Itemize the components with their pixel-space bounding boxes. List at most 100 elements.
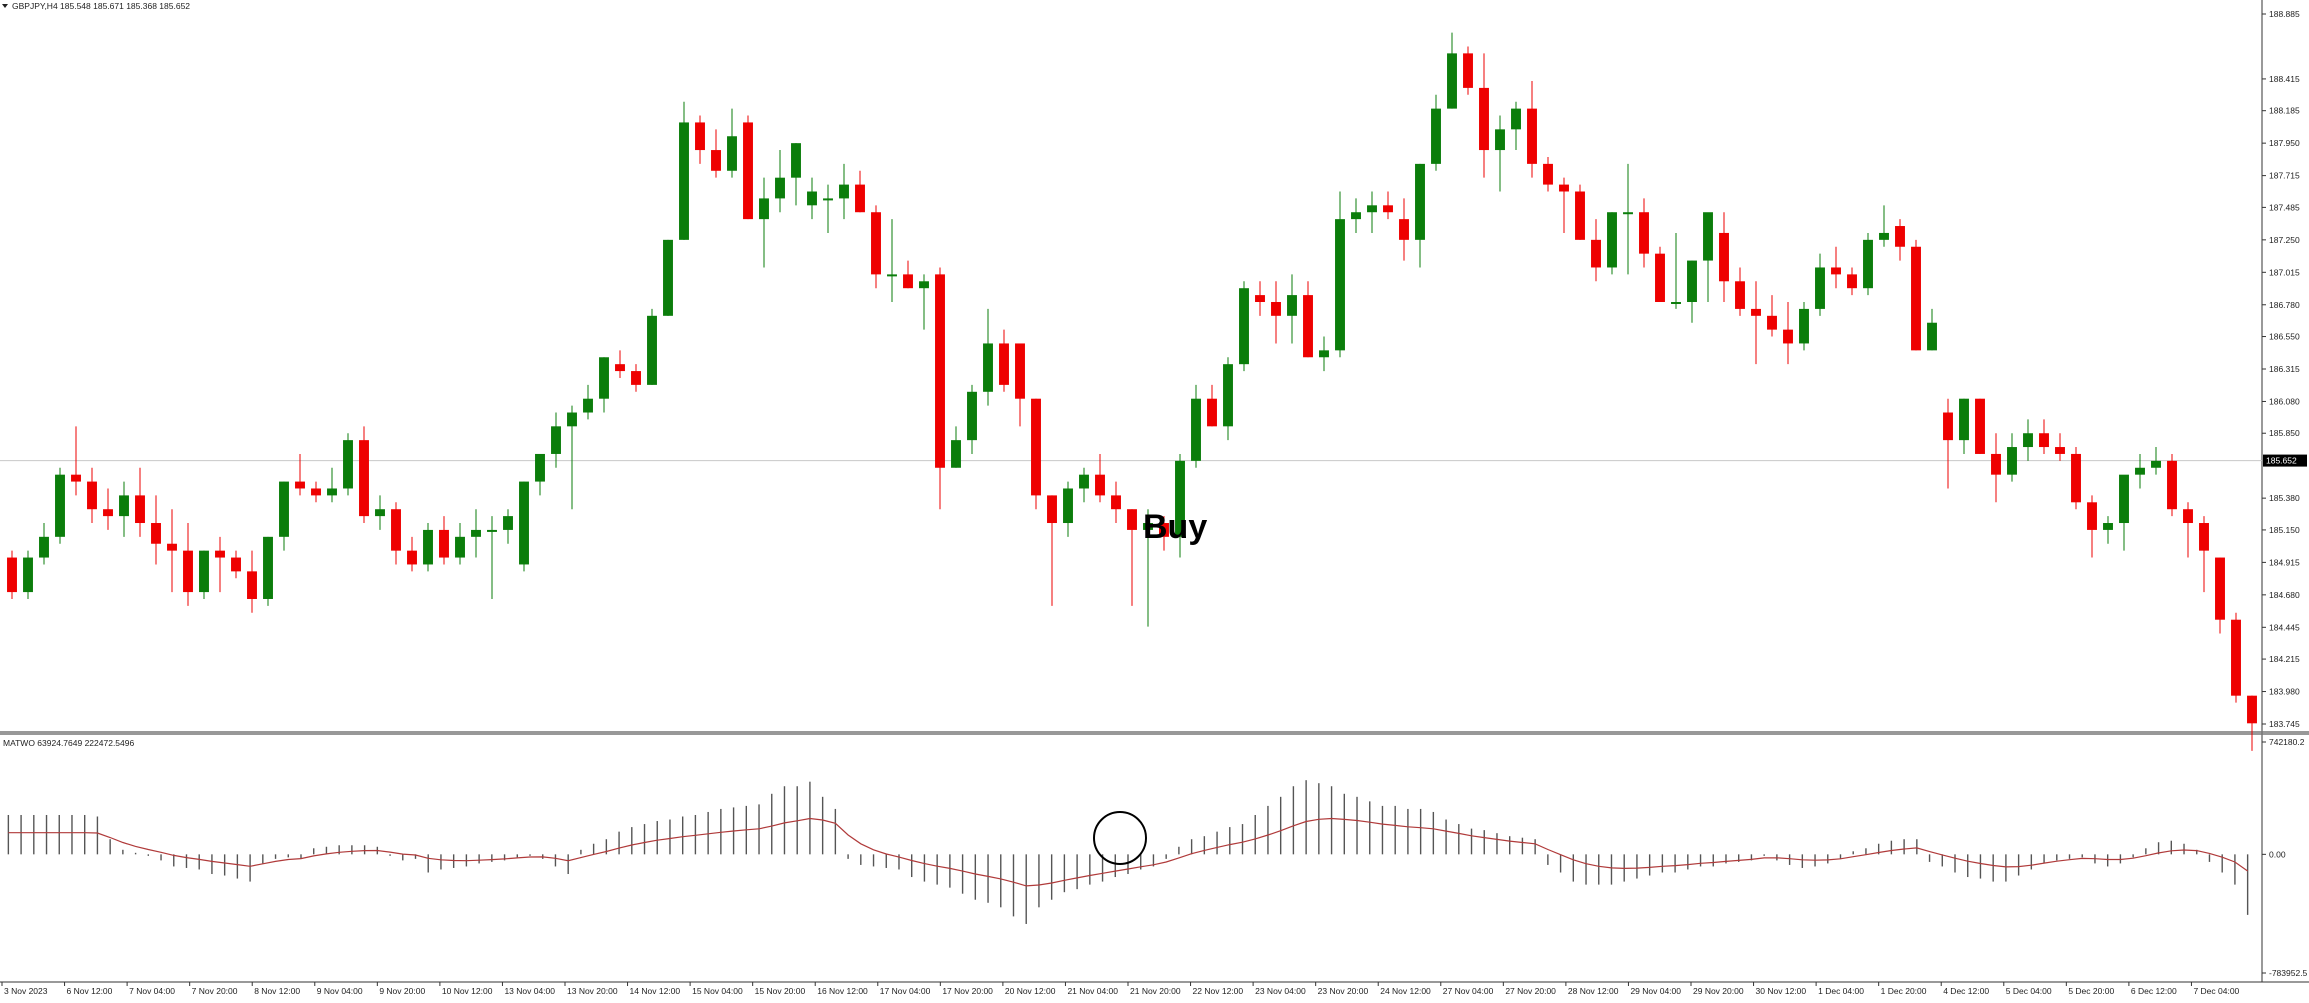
- candle[interactable]: [1383, 191, 1393, 220]
- candle[interactable]: [231, 550, 241, 579]
- candle[interactable]: [1991, 433, 2001, 503]
- candle[interactable]: [471, 509, 481, 558]
- candle[interactable]: [2247, 695, 2257, 751]
- candle[interactable]: [1207, 384, 1217, 427]
- indicator-panel[interactable]: 742180.2 0.00 -783952.5: [7, 737, 2308, 978]
- candle[interactable]: [791, 143, 801, 206]
- candle[interactable]: [407, 536, 417, 572]
- candle[interactable]: [2007, 433, 2017, 482]
- candle[interactable]: [2119, 474, 2129, 551]
- candle[interactable]: [1447, 32, 1457, 109]
- candle[interactable]: [1783, 302, 1793, 365]
- candle[interactable]: [1927, 308, 1937, 351]
- candle[interactable]: [823, 184, 833, 233]
- candle[interactable]: [631, 364, 641, 392]
- candle[interactable]: [743, 115, 753, 220]
- candle[interactable]: [2135, 453, 2145, 489]
- candle[interactable]: [1047, 495, 1057, 606]
- candle[interactable]: [1399, 198, 1409, 261]
- candle[interactable]: [1287, 274, 1297, 344]
- candle[interactable]: [1959, 398, 1969, 454]
- candle[interactable]: [119, 481, 129, 537]
- candle[interactable]: [23, 550, 33, 599]
- candle[interactable]: [679, 101, 689, 240]
- candle[interactable]: [135, 467, 145, 537]
- candle[interactable]: [1175, 453, 1185, 558]
- candle[interactable]: [983, 308, 993, 406]
- candle[interactable]: [1607, 212, 1617, 275]
- candle[interactable]: [1863, 232, 1873, 296]
- candle[interactable]: [359, 426, 369, 524]
- candle[interactable]: [711, 129, 721, 178]
- candle[interactable]: [2231, 612, 2241, 703]
- candle[interactable]: [311, 481, 321, 503]
- candle[interactable]: [1671, 232, 1681, 309]
- candle[interactable]: [199, 550, 209, 599]
- candle[interactable]: [2087, 495, 2097, 558]
- candle[interactable]: [71, 426, 81, 496]
- candle[interactable]: [2183, 502, 2193, 558]
- candle[interactable]: [1799, 302, 1809, 351]
- candle[interactable]: [807, 177, 817, 220]
- candle[interactable]: [327, 467, 337, 503]
- candle[interactable]: [1623, 163, 1633, 275]
- candle[interactable]: [519, 481, 529, 572]
- candle[interactable]: [1703, 212, 1713, 303]
- candle[interactable]: [1191, 384, 1201, 468]
- candle[interactable]: [2215, 557, 2225, 634]
- candle[interactable]: [871, 205, 881, 289]
- candle[interactable]: [1415, 163, 1425, 268]
- candle[interactable]: [1735, 267, 1745, 316]
- candle[interactable]: [903, 260, 913, 289]
- candle[interactable]: [1095, 453, 1105, 503]
- candle[interactable]: [1015, 343, 1025, 427]
- candle[interactable]: [1559, 177, 1569, 233]
- candle[interactable]: [1431, 94, 1441, 171]
- candle[interactable]: [935, 267, 945, 510]
- candle[interactable]: [551, 412, 561, 468]
- candle[interactable]: [1847, 267, 1857, 296]
- candle[interactable]: [1159, 516, 1169, 551]
- candle[interactable]: [1031, 398, 1041, 510]
- candle[interactable]: [1063, 481, 1073, 537]
- candle[interactable]: [1687, 260, 1697, 323]
- candle[interactable]: [1591, 219, 1601, 282]
- candle[interactable]: [1351, 198, 1361, 233]
- candle[interactable]: [1367, 191, 1377, 233]
- candle[interactable]: [1111, 481, 1121, 524]
- candle[interactable]: [1223, 357, 1233, 441]
- candle[interactable]: [7, 550, 17, 599]
- candle[interactable]: [1143, 509, 1153, 627]
- candle[interactable]: [887, 219, 897, 303]
- candle[interactable]: [391, 502, 401, 565]
- candle[interactable]: [183, 523, 193, 606]
- candle[interactable]: [615, 350, 625, 378]
- candle[interactable]: [1319, 336, 1329, 372]
- candle[interactable]: [2055, 433, 2065, 461]
- candle[interactable]: [1271, 281, 1281, 344]
- price-panel[interactable]: 188.885 188.415 188.185 187.950 187.715 187.4…: [0, 0, 2309, 982]
- candle[interactable]: [1079, 467, 1089, 503]
- candle[interactable]: [1495, 115, 1505, 192]
- candle[interactable]: [727, 108, 737, 178]
- candle[interactable]: [2039, 419, 2049, 454]
- candle[interactable]: [759, 177, 769, 268]
- candle[interactable]: [423, 523, 433, 572]
- candle[interactable]: [375, 495, 385, 530]
- candle[interactable]: [839, 163, 849, 220]
- candle[interactable]: [535, 453, 545, 496]
- candle[interactable]: [1255, 281, 1265, 316]
- candle[interactable]: [103, 488, 113, 530]
- candle[interactable]: [1895, 219, 1905, 261]
- candle[interactable]: [2167, 453, 2177, 517]
- candle[interactable]: [647, 308, 657, 385]
- candle[interactable]: [1639, 198, 1649, 268]
- candle[interactable]: [1655, 246, 1665, 303]
- candle[interactable]: [439, 516, 449, 565]
- candle[interactable]: [215, 536, 225, 593]
- candle[interactable]: [263, 536, 273, 606]
- candle[interactable]: [1879, 205, 1889, 247]
- candle[interactable]: [1335, 191, 1345, 358]
- candle[interactable]: [2103, 516, 2113, 544]
- candle[interactable]: [663, 239, 673, 316]
